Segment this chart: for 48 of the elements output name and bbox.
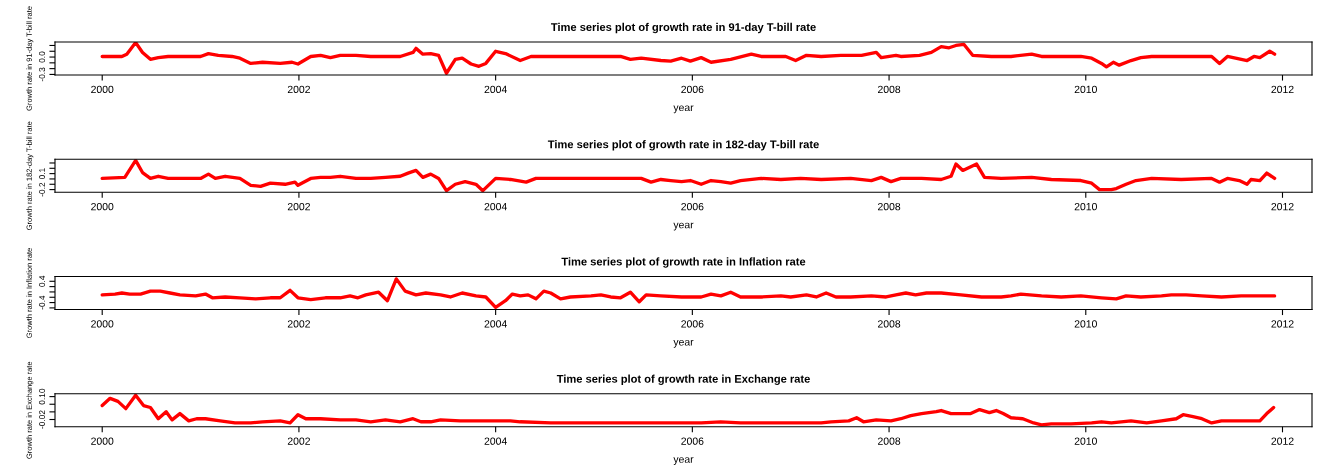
x-tick-label: 2002 — [287, 320, 310, 328]
x-tick-label: 2004 — [484, 202, 507, 211]
y-tick-label: -0.02 — [39, 410, 46, 429]
x-tick-label: 2010 — [1074, 320, 1097, 328]
line-series — [100, 393, 1276, 427]
x-axis-title: year — [673, 339, 694, 348]
x-tick-label: 2002 — [287, 85, 310, 94]
y-tick-label: 0.4 — [39, 275, 46, 287]
y-tick-label: 0.10 — [39, 388, 46, 405]
x-tick-label: 2000 — [91, 202, 114, 211]
x-tick-label: 2012 — [1271, 320, 1294, 328]
x-tick-label: 2008 — [878, 202, 901, 211]
x-tick-label: 2004 — [484, 320, 507, 328]
y-tick-label: 0.0 — [39, 51, 46, 63]
x-tick-label: 2006 — [681, 320, 704, 328]
y-tick-label: -0.2 — [39, 182, 46, 197]
x-tick-label: 2010 — [1074, 437, 1097, 445]
x-tick-label: 2008 — [878, 320, 901, 328]
x-tick-label: 2004 — [484, 85, 507, 94]
x-tick-label: 2012 — [1271, 437, 1294, 445]
x-axis-title: year — [673, 105, 694, 114]
x-tick-label: 2000 — [91, 437, 114, 445]
x-tick-label: 2012 — [1271, 85, 1294, 94]
x-axis-title: year — [673, 222, 694, 231]
chart-title: Time series plot of growth rate in 182-day T-bill rate — [547, 140, 819, 151]
x-tick-label: 2006 — [681, 202, 704, 211]
chart-title: Time series plot of growth rate in Exchange rate — [556, 374, 810, 385]
y-tick-label: -0.3 — [39, 67, 46, 82]
x-tick-label: 2008 — [878, 437, 901, 445]
x-tick-label: 2002 — [287, 437, 310, 445]
x-tick-label: 2008 — [878, 85, 901, 94]
y-tick-label: 0.1 — [39, 168, 46, 180]
x-tick-label: 2006 — [681, 85, 704, 94]
x-tick-label: 2004 — [484, 437, 507, 445]
line-series — [100, 42, 1277, 75]
y-tick-label: -0.4 — [39, 295, 46, 310]
chart-title: Time series plot of growth rate in Inflation rate — [561, 257, 806, 268]
line-series — [100, 159, 1277, 193]
chart-title: Time series plot of growth rate in 91-day T-bill rate — [550, 22, 816, 34]
x-tick-label: 2010 — [1074, 85, 1097, 94]
x-tick-label: 2010 — [1074, 202, 1097, 211]
x-axis-title: year — [673, 457, 694, 465]
x-tick-label: 2000 — [91, 85, 114, 94]
line-series — [100, 277, 1277, 310]
x-tick-label: 2006 — [681, 437, 704, 445]
x-tick-label: 2012 — [1271, 202, 1294, 211]
x-tick-label: 2002 — [287, 202, 310, 211]
x-tick-label: 2000 — [91, 320, 114, 328]
